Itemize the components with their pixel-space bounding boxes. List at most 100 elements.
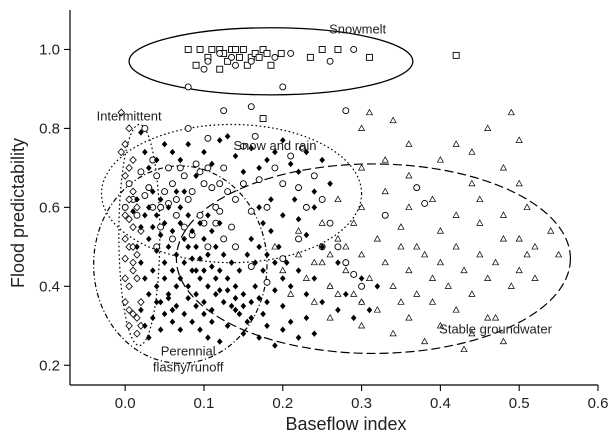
open-circle-point [216,49,224,57]
filled-diamond-point [256,294,262,302]
open-triangle-point [381,156,389,163]
open-triangle-point [491,258,500,266]
y-tick-label: 0.8 [39,120,60,137]
open-diamond-point [133,250,141,259]
region-label-snowmelt: Snowmelt [329,22,386,37]
filled-diamond-point [358,275,365,282]
open-circle-point [381,211,389,219]
open-square-point [251,49,259,57]
open-square-point [232,46,239,53]
labels-layer: Snowmelt Snow and rain Intermittent Perenni… [97,22,553,375]
filled-diamond-point [248,144,255,152]
region-snowmelt [128,27,414,96]
filled-diamond-point [232,306,239,314]
filled-diamond-point [193,267,199,274]
open-triangle-point [413,290,421,297]
open-triangle-point [373,306,381,313]
filled-diamond-point [165,294,172,302]
open-triangle-point [397,242,405,250]
open-diamond-point [121,274,129,283]
filled-diamond-point [319,156,325,164]
open-triangle-point [342,242,350,250]
filled-diamond-point [193,243,199,251]
filled-diamond-point [177,219,184,227]
open-square-point [235,53,243,61]
filled-diamond-point [161,259,168,266]
open-triangle-point [318,219,326,226]
filled-diamond-point [201,310,207,318]
open-triangle-point [452,242,460,250]
filled-diamond-point [303,291,310,298]
open-triangle-point [515,136,523,143]
open-diamond-point [121,298,129,307]
open-circle-point [310,172,318,180]
x-axis-title: Baseflow index [285,414,406,434]
open-triangle-point [507,282,515,289]
open-circle-point [200,180,208,188]
open-triangle-point [444,282,452,289]
open-circle-point [157,223,165,231]
open-circle-point [263,203,271,211]
open-square-point [243,61,251,69]
open-triangle-point [326,313,334,321]
open-triangle-point [436,156,444,163]
filled-diamond-point [268,227,274,235]
open-diamond-point [137,298,145,307]
open-triangle-point [334,290,342,297]
open-diamond-point [121,140,129,149]
filled-diamond-point [157,196,164,203]
open-diamond-point [117,108,125,117]
open-triangle-point [334,235,342,242]
open-circle-point [279,180,287,188]
filled-diamond-point [185,243,192,251]
open-circle-point [358,282,366,290]
filled-diamond-point [142,275,148,282]
open-triangle-point [436,258,444,266]
filled-diamond-point [181,259,188,266]
axes-layer: 0.0 0.1 0.2 0.3 0.4 0.5 0.6 0.2 0.4 0.6 0.8 1.0 [39,10,608,412]
filled-diamond-point [138,129,144,136]
open-circle-point [271,164,279,172]
filled-diamond-point [268,196,274,203]
open-triangle-point [326,250,334,258]
filled-diamond-point [272,342,278,349]
filled-diamond-point [374,283,381,290]
open-circle-point [247,57,255,65]
filled-diamond-point [295,267,302,274]
open-circle-point [165,164,172,172]
open-circle-point [255,176,263,184]
filled-diamond-point [366,306,373,314]
filled-diamond-point [161,219,168,227]
filled-diamond-point [224,287,231,294]
open-circle-point [220,107,228,115]
open-diamond-point [121,211,129,220]
filled-diamond-point [201,267,207,274]
filled-diamond-point [201,148,207,156]
filled-diamond-point [256,164,262,172]
open-triangle-point [342,266,350,274]
filled-diamond-point [197,275,203,282]
open-circle-point [196,168,204,176]
open-circle-point [326,57,334,65]
filled-diamond-point [244,318,251,326]
open-circle-point [172,211,180,219]
filled-diamond-point [134,196,140,203]
filled-diamond-point [153,156,160,164]
open-diamond-point [125,124,133,133]
filled-diamond-point [185,141,192,148]
open-triangle-point [547,227,555,234]
filled-diamond-point [350,314,357,322]
open-triangle-point [468,290,476,297]
open-circle-point [200,65,208,73]
open-circle-point [334,243,342,251]
filled-diamond-point [153,212,160,219]
filled-diamond-point [193,172,199,179]
open-circle-point [180,172,188,180]
open-circle-point [137,168,145,176]
open-triangle-point [271,242,279,250]
open-circle-point [318,196,326,203]
filled-diamond-point [205,283,211,290]
filled-diamond-point [224,322,231,329]
filled-diamond-point [173,283,180,290]
